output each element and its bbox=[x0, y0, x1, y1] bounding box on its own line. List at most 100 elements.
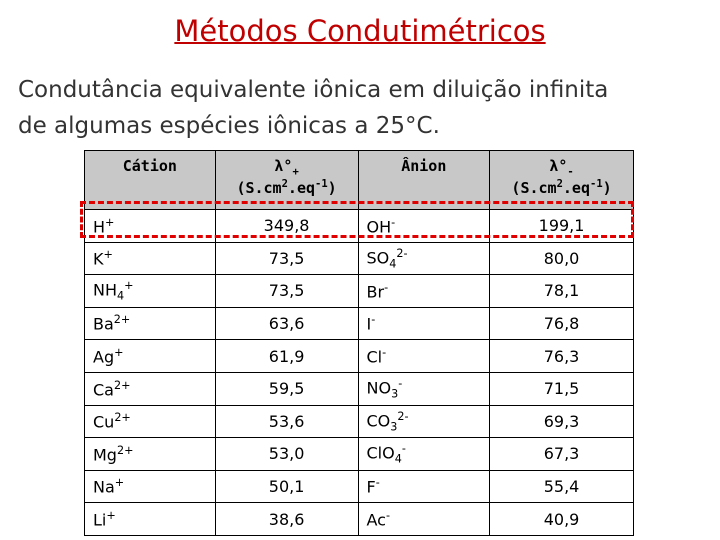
text-segment: Cl bbox=[366, 347, 383, 367]
anion-cell: Br- bbox=[357, 274, 491, 308]
header-line: (S.cm2.eq-1) bbox=[224, 178, 350, 197]
text-segment: 2- bbox=[397, 409, 409, 423]
lambda-minus-cell: 78,1 bbox=[489, 274, 634, 308]
header-line: Cátion bbox=[93, 157, 207, 175]
text-segment: λ° bbox=[274, 157, 293, 175]
lambda-plus-cell: 63,6 bbox=[214, 306, 359, 341]
subtitle-line: Condutância equivalente iônica em diluiç… bbox=[18, 77, 609, 103]
text-segment: SO bbox=[366, 247, 390, 267]
text-segment: 2 bbox=[281, 178, 288, 190]
cation-cell: Ba2+ bbox=[84, 306, 216, 341]
text-segment: - bbox=[398, 377, 403, 390]
text-segment: Cu bbox=[93, 412, 115, 432]
header-row: Cátion λ°+ (S.cm2.eq-1) Ânion λ°- (S.cm2.eq-1… bbox=[84, 150, 634, 210]
lambda-plus-cell: 38,6 bbox=[214, 502, 359, 536]
text-segment: - bbox=[391, 215, 396, 229]
text-segment: (S.cm bbox=[236, 179, 282, 197]
cation-cell: NH4+ bbox=[84, 274, 216, 308]
lambda-minus-cell: 67,3 bbox=[489, 437, 634, 471]
text-segment: Ba bbox=[93, 314, 114, 334]
anion-cell: ClO4- bbox=[357, 437, 491, 471]
anion-cell: F- bbox=[357, 469, 491, 504]
text-segment: - bbox=[371, 313, 376, 327]
header-cell: λ°- (S.cm2.eq-1) bbox=[489, 150, 634, 210]
lambda-plus-cell: 53,0 bbox=[214, 437, 359, 471]
lambda-minus-cell: 199,1 bbox=[489, 209, 634, 243]
text-segment: NO bbox=[366, 378, 392, 398]
cation-cell: Ag+ bbox=[84, 339, 216, 373]
text-segment: Ânion bbox=[401, 157, 447, 175]
lambda-minus-cell: 55,4 bbox=[489, 469, 634, 504]
text-segment: NH bbox=[93, 280, 117, 300]
table-row: H+ 349,8 OH- 199,1 bbox=[84, 209, 634, 243]
text-segment: + bbox=[114, 476, 125, 490]
anion-cell: I- bbox=[357, 306, 491, 341]
text-segment: + bbox=[292, 166, 299, 178]
conductance-table: Cátion λ°+ (S.cm2.eq-1) Ânion λ°- (S.cm2.eq-1… bbox=[84, 150, 634, 536]
text-segment: OH bbox=[366, 216, 392, 236]
text-segment: Mg bbox=[93, 445, 117, 465]
table-row: Ag+ 61,9 Cl- 76,3 bbox=[84, 339, 634, 373]
subtitle-line: de algumas espécies iônicas a 25°C. bbox=[18, 113, 440, 139]
text-segment: - bbox=[567, 166, 574, 178]
anion-cell: OH- bbox=[357, 209, 491, 243]
text-segment: Ca bbox=[93, 379, 114, 399]
text-segment: 2+ bbox=[116, 443, 134, 457]
anion-cell: CO32- bbox=[357, 404, 491, 439]
cation-cell: Mg2+ bbox=[84, 437, 216, 471]
cation-cell: K+ bbox=[84, 241, 216, 276]
table-body: H+ 349,8 OH- 199,1 K+ 73,5 SO42- 80,0 NH4+ 73,5 Br… bbox=[84, 209, 634, 536]
text-segment: λ° bbox=[549, 157, 568, 175]
lambda-plus-cell: 73,5 bbox=[214, 241, 359, 276]
lambda-plus-cell: 73,5 bbox=[214, 274, 359, 308]
lambda-plus-cell: 59,5 bbox=[214, 371, 359, 406]
text-segment: + bbox=[114, 346, 124, 359]
text-segment: CO bbox=[366, 410, 391, 430]
table-row: K+ 73,5 SO42- 80,0 bbox=[84, 241, 634, 276]
anion-cell: Cl- bbox=[357, 339, 491, 373]
lambda-minus-cell: 71,5 bbox=[489, 371, 634, 406]
text-segment: - bbox=[382, 346, 387, 359]
table-row: Ba2+ 63,6 I- 76,8 bbox=[84, 306, 634, 341]
text-segment: Na bbox=[93, 477, 115, 497]
text-segment: .eq bbox=[287, 179, 316, 197]
cation-cell: Cu2+ bbox=[84, 404, 216, 439]
lambda-minus-cell: 40,9 bbox=[489, 502, 634, 536]
text-segment: + bbox=[106, 508, 116, 522]
text-segment: 3 bbox=[390, 420, 398, 434]
text-segment: + bbox=[103, 248, 113, 262]
lambda-plus-cell: 50,1 bbox=[214, 469, 359, 504]
text-segment: .eq bbox=[562, 179, 590, 197]
table-row: NH4+ 73,5 Br- 78,1 bbox=[84, 274, 634, 308]
lambda-minus-cell: 80,0 bbox=[489, 241, 634, 276]
text-segment: K bbox=[93, 249, 104, 269]
text-segment: 4 bbox=[117, 289, 125, 303]
header-cell: Cátion bbox=[84, 150, 216, 210]
text-segment: I bbox=[366, 314, 372, 334]
table-row: Mg2+ 53,0 ClO4- 67,3 bbox=[84, 437, 634, 471]
lambda-minus-cell: 69,3 bbox=[489, 404, 634, 439]
cation-cell: H+ bbox=[84, 209, 216, 243]
table-row: Ca2+ 59,5 NO3- 71,5 bbox=[84, 371, 634, 406]
text-segment: F bbox=[366, 477, 376, 497]
text-segment: 2- bbox=[396, 246, 408, 260]
lambda-plus-cell: 349,8 bbox=[214, 209, 359, 243]
text-segment: -1 bbox=[590, 178, 603, 190]
header-line: (S.cm2.eq-1) bbox=[498, 178, 625, 197]
lambda-plus-cell: 53,6 bbox=[214, 404, 359, 439]
text-segment: 3 bbox=[391, 387, 399, 401]
text-segment: 2 bbox=[556, 178, 563, 190]
text-segment: -1 bbox=[315, 178, 328, 190]
text-segment: Ag bbox=[93, 347, 115, 367]
header-line: Ânion bbox=[367, 157, 482, 175]
cation-cell: Li+ bbox=[84, 502, 216, 536]
text-segment: Ac bbox=[366, 510, 386, 530]
lambda-plus-cell: 61,9 bbox=[214, 339, 359, 373]
cation-cell: Na+ bbox=[84, 469, 216, 504]
anion-cell: NO3- bbox=[357, 371, 491, 406]
lambda-minus-cell: 76,3 bbox=[489, 339, 634, 373]
text-segment: + bbox=[105, 215, 115, 229]
text-segment: ) bbox=[327, 179, 337, 197]
table-row: Li+ 38,6 Ac- 40,9 bbox=[84, 502, 634, 536]
